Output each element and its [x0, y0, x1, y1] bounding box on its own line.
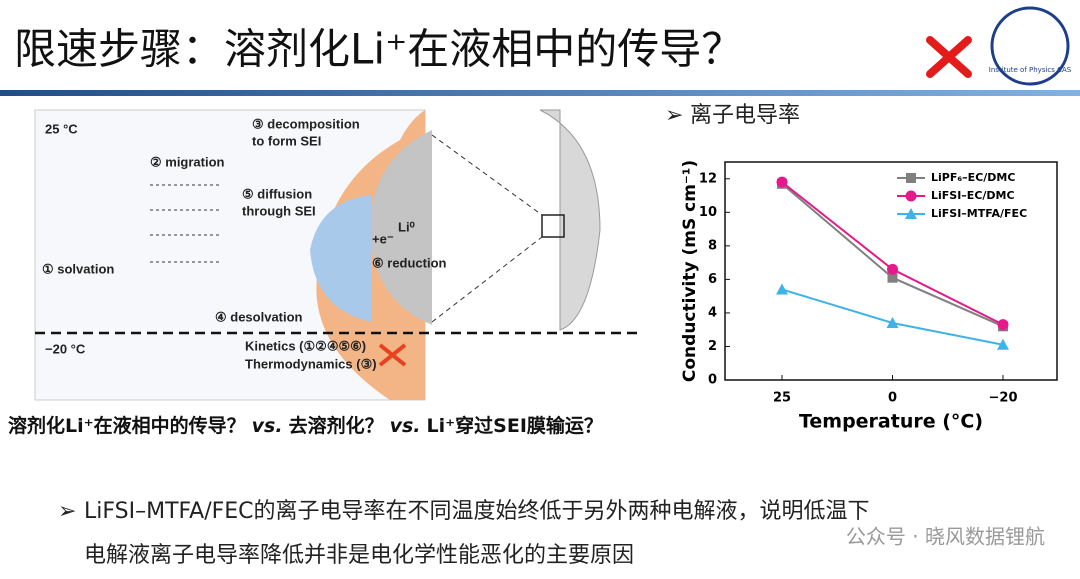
y-tick-label: 6	[708, 272, 717, 287]
title: 限速步骤：溶剂化Li⁺在液相中的传导？	[14, 25, 743, 74]
label: +e⁻	[372, 231, 394, 246]
zoom-particle	[539, 109, 601, 331]
marker	[887, 272, 898, 283]
bullet-icon: ➢	[58, 499, 76, 524]
label: through SEI	[242, 203, 316, 218]
y-tick-label: 10	[699, 205, 717, 220]
label: ② migration	[150, 154, 225, 169]
caption: 溶剂化Li⁺在液相中的传导？ vs. 去溶剂化？ vs. Li⁺穿过SEI膜输运？	[8, 414, 603, 437]
label: 25 °C	[45, 121, 78, 136]
bullet-icon: ➢	[665, 103, 683, 128]
series-line	[781, 181, 1004, 326]
label: to form SEI	[252, 133, 321, 148]
zoom-box	[541, 214, 565, 238]
particle	[370, 130, 432, 325]
y-tick-label: 2	[708, 339, 717, 354]
label: Thermodynamics (③)	[245, 356, 377, 371]
label: −20 °C	[45, 341, 86, 356]
logo-text: Institute of Physics CAS	[989, 66, 1072, 74]
conclusion-line: LiFSI–MTFA/FEC的离子电导率在不同温度始终低于另外两种电解液，说明低…	[84, 499, 870, 524]
marker	[776, 176, 788, 188]
caption-part: Li⁺穿过SEI膜输运？	[427, 414, 603, 437]
title-bar	[0, 90, 1080, 96]
caption-part: vs.	[390, 415, 421, 437]
legend-label: LiFSI–EC/DMC	[931, 189, 1015, 202]
label: ③ decomposition	[252, 116, 360, 131]
x-tick-label: −20	[989, 391, 1018, 406]
legend-label: LiFSI–MTFA/FEC	[931, 207, 1027, 220]
chart: 0 2 4 6 8 10 12 25 0 −20 Temperature (°C) Conductiv…	[680, 160, 1058, 433]
logo	[990, 6, 1070, 86]
marker	[906, 173, 916, 183]
label: Li⁰	[398, 219, 416, 234]
sei	[310, 195, 372, 322]
label: Kinetics (①②④⑤⑥)	[245, 338, 366, 353]
label: ④ desolvation	[215, 309, 303, 324]
cross-icon	[926, 36, 972, 78]
legend-label: LiPF₆–EC/DMC	[931, 171, 1015, 184]
watermark: 公众号 · 晓风数据锂航	[846, 525, 1045, 549]
y-axis-label: Conductivity (mS cm⁻¹)	[680, 160, 700, 382]
x-axis-label: Temperature (°C)	[799, 411, 983, 433]
cross-icon	[378, 343, 407, 367]
marker	[997, 338, 1009, 350]
y-tick-label: 12	[699, 171, 717, 186]
label: ⑥ reduction	[372, 255, 447, 270]
marker	[886, 316, 899, 328]
plot-frame	[724, 161, 1058, 381]
y-tick-label: 4	[708, 305, 717, 320]
marker	[905, 190, 917, 202]
marker	[905, 208, 917, 219]
x-tick-label: 0	[888, 391, 897, 406]
marker	[887, 263, 898, 275]
marker	[776, 283, 788, 295]
label: ⑤ diffusion	[242, 186, 312, 201]
conclusion-line: 电解液离子电导率降低并非是电化学性能恶化的主要原因	[84, 543, 634, 568]
y-tick-label: 0	[708, 373, 717, 388]
label: ① solvation	[42, 261, 114, 276]
marker	[997, 319, 1009, 331]
diagram: 25 °C ② migration ③ decomposition to for…	[34, 109, 640, 401]
caption-part: vs.	[252, 415, 283, 437]
zoom-lines	[431, 134, 543, 323]
y-tick-label: 8	[708, 238, 717, 253]
x-tick-label: 25	[773, 391, 791, 406]
series-line	[781, 183, 1004, 328]
caption-part: 去溶剂化？	[289, 414, 384, 437]
caption-part: 溶剂化Li⁺在液相中的传导？	[8, 414, 246, 437]
bullet: 离子电导率	[690, 103, 800, 128]
